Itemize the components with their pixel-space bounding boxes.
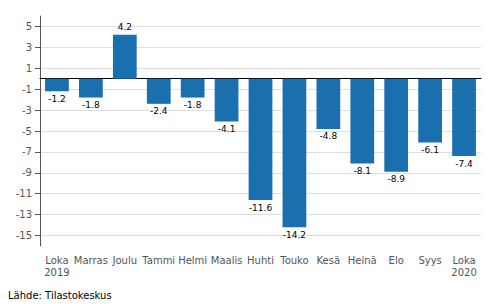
svg-text:-13: -13 [16,209,32,220]
svg-text:2020: 2020 [451,267,476,278]
svg-text:Lähde: Tilastokeskus: Lähde: Tilastokeskus [8,290,112,301]
svg-text:Tammi: Tammi [141,255,175,266]
svg-text:-11: -11 [16,188,32,199]
svg-text:-7.4: -7.4 [455,159,473,169]
svg-text:-15: -15 [16,230,32,241]
svg-text:-7: -7 [22,146,32,157]
svg-text:Helmi: Helmi [178,255,207,266]
svg-text:Huhti: Huhti [247,255,274,266]
svg-text:5: 5 [26,21,32,32]
svg-text:Joulu: Joulu [112,255,138,266]
svg-text:-1.8: -1.8 [82,100,100,110]
svg-text:2019: 2019 [44,267,69,278]
svg-text:Maalis: Maalis [211,255,243,266]
svg-text:Kesä: Kesä [317,255,341,266]
svg-text:Elo: Elo [389,255,404,266]
svg-text:-4.1: -4.1 [218,124,236,134]
svg-text:Marras: Marras [74,255,108,266]
svg-text:-1.8: -1.8 [184,100,202,110]
svg-text:Heinä: Heinä [348,255,377,266]
svg-text:-9: -9 [22,167,32,178]
svg-text:-3: -3 [22,105,32,116]
svg-text:-11.6: -11.6 [249,203,273,213]
svg-text:Loka: Loka [45,255,68,266]
svg-text:Loka: Loka [452,255,475,266]
svg-text:1: 1 [26,63,32,74]
svg-text:Touko: Touko [279,255,308,266]
svg-text:-8.1: -8.1 [353,166,371,176]
svg-text:3: 3 [26,42,32,53]
svg-text:-2.4: -2.4 [150,106,168,116]
svg-text:-5: -5 [22,126,32,137]
svg-text:Syys: Syys [418,255,441,266]
svg-text:4.2: 4.2 [118,22,132,32]
svg-text:-6.1: -6.1 [421,145,439,155]
svg-text:-1: -1 [22,84,32,95]
svg-text:-14.2: -14.2 [283,230,306,240]
svg-text:-1.2: -1.2 [48,94,66,104]
svg-text:-8.9: -8.9 [387,174,405,184]
svg-text:-4.8: -4.8 [320,131,338,141]
